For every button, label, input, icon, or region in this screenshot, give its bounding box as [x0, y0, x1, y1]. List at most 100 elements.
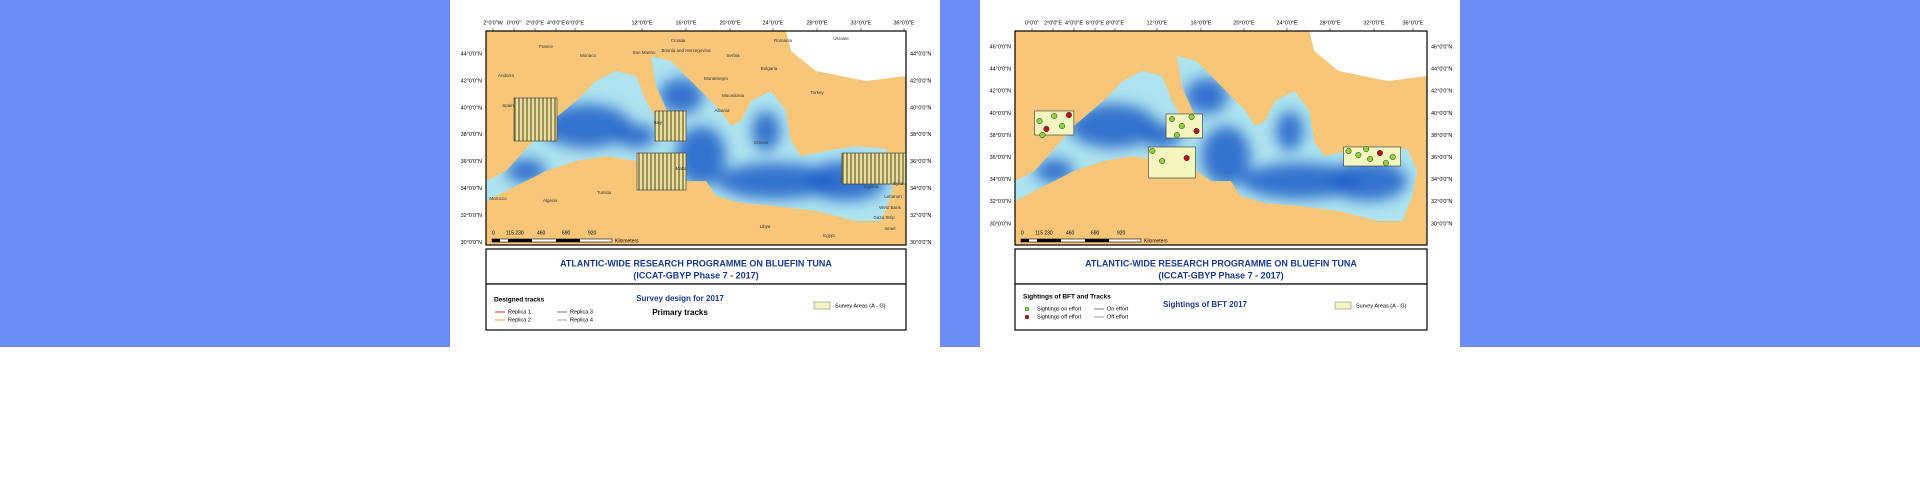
deep-basin	[1201, 126, 1251, 186]
sighting	[1376, 149, 1383, 157]
place-label: Gaza Strip	[873, 215, 895, 220]
latitude-label: 38°0'0"N	[461, 132, 482, 138]
legend-item: Sightings off effort	[1037, 314, 1082, 320]
deep-basin	[659, 78, 703, 114]
place-label: France	[539, 44, 554, 49]
sighting	[1036, 117, 1043, 125]
longitude-label: 2°0'0"E	[1044, 20, 1062, 26]
deep-basin	[616, 124, 656, 148]
latitude-label: 42°0'0"N	[461, 78, 482, 84]
latitude-label: 38°0'0"N	[990, 133, 1011, 139]
legend-heading: Designed tracks	[494, 297, 545, 304]
place-label: Italy	[654, 120, 663, 125]
place-label: Montenegro	[704, 76, 729, 81]
legend-item: Replica 2	[508, 317, 531, 323]
place-label: Malta	[675, 166, 687, 171]
deep-basin	[1328, 161, 1408, 201]
place-label: Macedonia	[722, 93, 745, 98]
legend-symbol	[1024, 306, 1030, 312]
longitude-label: 0°0'0"	[507, 20, 521, 26]
sighting	[1051, 112, 1058, 120]
place-label: Morocco	[489, 196, 507, 201]
background-band	[0, 0, 1920, 347]
place-label: Tunisia	[597, 190, 612, 195]
place-label: Serbia	[726, 53, 740, 58]
longitude-label: 28°0'0"E	[1319, 20, 1340, 26]
sighting	[1345, 147, 1352, 155]
sighting	[1178, 122, 1185, 130]
map	[486, 31, 907, 245]
latitude-label: 30°0'0"N	[910, 240, 931, 246]
longitude-label: 20°0'0"E	[1233, 20, 1254, 26]
scale-label: 460	[537, 230, 546, 236]
sighting	[1188, 113, 1195, 121]
scale-segment	[1085, 239, 1109, 242]
legend-item: Sightings on effort	[1037, 306, 1082, 312]
scale-label: 920	[1117, 230, 1126, 236]
map-frame	[1014, 30, 1428, 246]
longitude-label: 16°0'0"E	[1190, 20, 1211, 26]
legend-item: Replica 3	[570, 309, 593, 315]
sighting	[1059, 122, 1066, 130]
place-label: San Marino	[632, 50, 656, 55]
sighting	[1382, 159, 1389, 167]
sighting	[1389, 153, 1396, 161]
latitude-label: 32°0'0"N	[1431, 199, 1452, 205]
place-label: Syria	[893, 181, 904, 186]
survey-area	[636, 152, 687, 191]
sighting	[1355, 151, 1362, 159]
latitude-label: 44°0'0"N	[461, 51, 482, 57]
legend-symbol	[1024, 314, 1030, 320]
longitude-label: 20°0'0"E	[719, 20, 740, 26]
title-box	[485, 248, 907, 285]
longitude-label: 2°0'0"W	[483, 20, 503, 26]
longitude-label: 8°0'0"E	[1106, 20, 1124, 26]
black-sea	[1309, 31, 1427, 81]
scale-label: Kilometers	[1144, 238, 1168, 244]
deep-basin	[676, 126, 726, 186]
place-label: Croatia	[671, 38, 686, 43]
legend-item: Off effort	[1107, 314, 1129, 320]
sighting	[1173, 131, 1180, 139]
scale-segment	[556, 239, 580, 242]
sighting	[1149, 147, 1156, 155]
place-label: Monaco	[580, 53, 597, 58]
place-label: Israel	[884, 226, 895, 231]
map-title: ATLANTIC-WIDE RESEARCH PROGRAMME ON BLUE…	[1085, 258, 1357, 268]
sighting	[1363, 145, 1370, 153]
place-label: Bosnia and Herzegovina	[661, 48, 711, 53]
legend-center-subtitle: Primary tracks	[652, 308, 708, 317]
deep-basin	[541, 104, 631, 148]
sighting	[1367, 155, 1374, 163]
latitude-label: 40°0'0"N	[1431, 111, 1452, 117]
deep-water-blur	[506, 78, 886, 201]
scale-segment	[1037, 239, 1061, 242]
latitude-label: 34°0'0"N	[990, 177, 1011, 183]
sighting	[1159, 157, 1166, 165]
deep-water	[1034, 78, 1408, 201]
place-label: Ukraine	[833, 36, 849, 41]
survey-area	[513, 97, 558, 142]
legend-heading: Sightings of BFT and Tracks	[1023, 294, 1111, 301]
place-label: Libya	[760, 224, 771, 229]
place-label: Greece	[754, 140, 769, 145]
scale-label: 460	[1066, 230, 1075, 236]
latitude-label: 30°0'0"N	[1431, 221, 1452, 227]
latitude-label: 32°0'0"N	[990, 199, 1011, 205]
survey-area	[1148, 146, 1196, 179]
title-box	[1014, 248, 1428, 285]
latitude-label: 34°0'0"N	[1431, 177, 1452, 183]
scale-segment	[508, 239, 532, 242]
longitude-label: 24°0'0"E	[1276, 20, 1297, 26]
sighting	[1193, 127, 1200, 135]
latitude-label: 42°0'0"N	[910, 78, 931, 84]
latitude-label: 30°0'0"N	[461, 240, 482, 246]
sighting	[1168, 115, 1175, 123]
legend-item: On effort	[1107, 306, 1129, 312]
place-label: Andorra	[498, 73, 515, 78]
latitude-label: 44°0'0"N	[1431, 67, 1452, 73]
survey-area	[654, 110, 687, 142]
longitude-label: 24°0'0"E	[762, 20, 783, 26]
latitude-label: 34°0'0"N	[461, 186, 482, 192]
